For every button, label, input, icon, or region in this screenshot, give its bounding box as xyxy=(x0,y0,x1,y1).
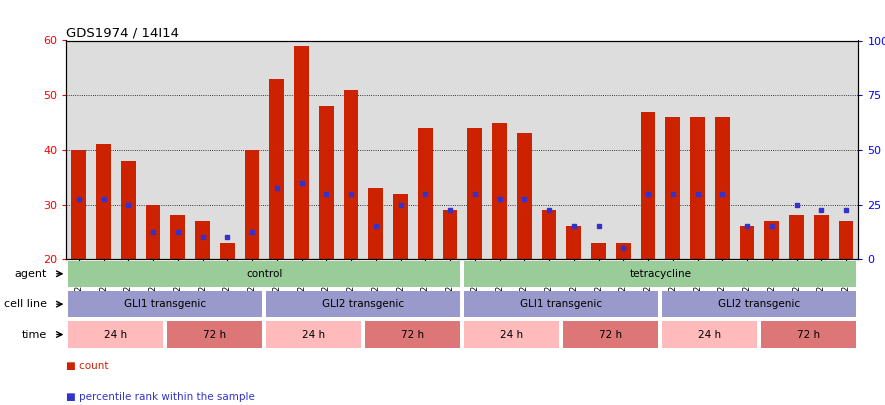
Bar xyxy=(715,117,730,259)
Bar xyxy=(465,322,559,347)
Text: 72 h: 72 h xyxy=(401,330,425,339)
Bar xyxy=(666,117,681,259)
Text: time: time xyxy=(21,330,47,339)
Text: 24 h: 24 h xyxy=(303,330,326,339)
Text: 24 h: 24 h xyxy=(500,330,524,339)
Bar xyxy=(641,111,656,259)
Bar xyxy=(740,226,755,259)
Text: GLI1 transgenic: GLI1 transgenic xyxy=(520,299,603,309)
Text: 24 h: 24 h xyxy=(698,330,721,339)
Bar xyxy=(319,106,334,259)
Bar xyxy=(564,322,658,347)
Bar xyxy=(616,243,631,259)
Bar xyxy=(96,145,111,259)
Text: GLI1 transgenic: GLI1 transgenic xyxy=(124,299,206,309)
Bar xyxy=(542,210,557,259)
Bar xyxy=(145,205,160,259)
Text: ■ percentile rank within the sample: ■ percentile rank within the sample xyxy=(66,392,255,402)
Bar xyxy=(68,261,460,287)
Text: 72 h: 72 h xyxy=(204,330,227,339)
Text: GLI2 transgenic: GLI2 transgenic xyxy=(719,299,801,309)
Text: 72 h: 72 h xyxy=(599,330,622,339)
Bar xyxy=(418,128,433,259)
Bar xyxy=(266,291,460,317)
Text: ■ count: ■ count xyxy=(66,361,109,371)
Bar xyxy=(121,161,135,259)
Bar xyxy=(465,291,658,317)
Bar xyxy=(195,221,210,259)
Text: tetracycline: tetracycline xyxy=(629,269,691,279)
Bar xyxy=(839,221,853,259)
Bar xyxy=(266,322,361,347)
Bar xyxy=(442,210,458,259)
Text: GLI2 transgenic: GLI2 transgenic xyxy=(322,299,404,309)
Bar xyxy=(219,243,235,259)
Bar xyxy=(368,188,383,259)
Bar xyxy=(343,90,358,259)
Bar xyxy=(170,215,185,259)
Bar xyxy=(690,117,705,259)
Bar xyxy=(765,221,779,259)
Bar xyxy=(492,123,507,259)
Bar xyxy=(244,150,259,259)
Bar xyxy=(517,134,532,259)
Bar xyxy=(566,226,581,259)
Bar xyxy=(366,322,460,347)
Bar xyxy=(814,215,828,259)
Bar xyxy=(393,194,408,259)
Bar xyxy=(465,261,857,287)
Text: 24 h: 24 h xyxy=(104,330,127,339)
Text: GDS1974 / 14I14: GDS1974 / 14I14 xyxy=(66,26,180,39)
Bar xyxy=(294,46,309,259)
Text: 72 h: 72 h xyxy=(797,330,820,339)
Text: control: control xyxy=(246,269,282,279)
Bar xyxy=(68,291,263,317)
Bar xyxy=(662,322,758,347)
Bar xyxy=(72,150,86,259)
Bar xyxy=(68,322,164,347)
Bar xyxy=(789,215,804,259)
Bar xyxy=(467,128,482,259)
Text: cell line: cell line xyxy=(4,299,47,309)
Bar xyxy=(269,79,284,259)
Bar xyxy=(761,322,857,347)
Bar xyxy=(591,243,606,259)
Text: agent: agent xyxy=(14,269,47,279)
Bar xyxy=(662,291,857,317)
Bar xyxy=(167,322,263,347)
